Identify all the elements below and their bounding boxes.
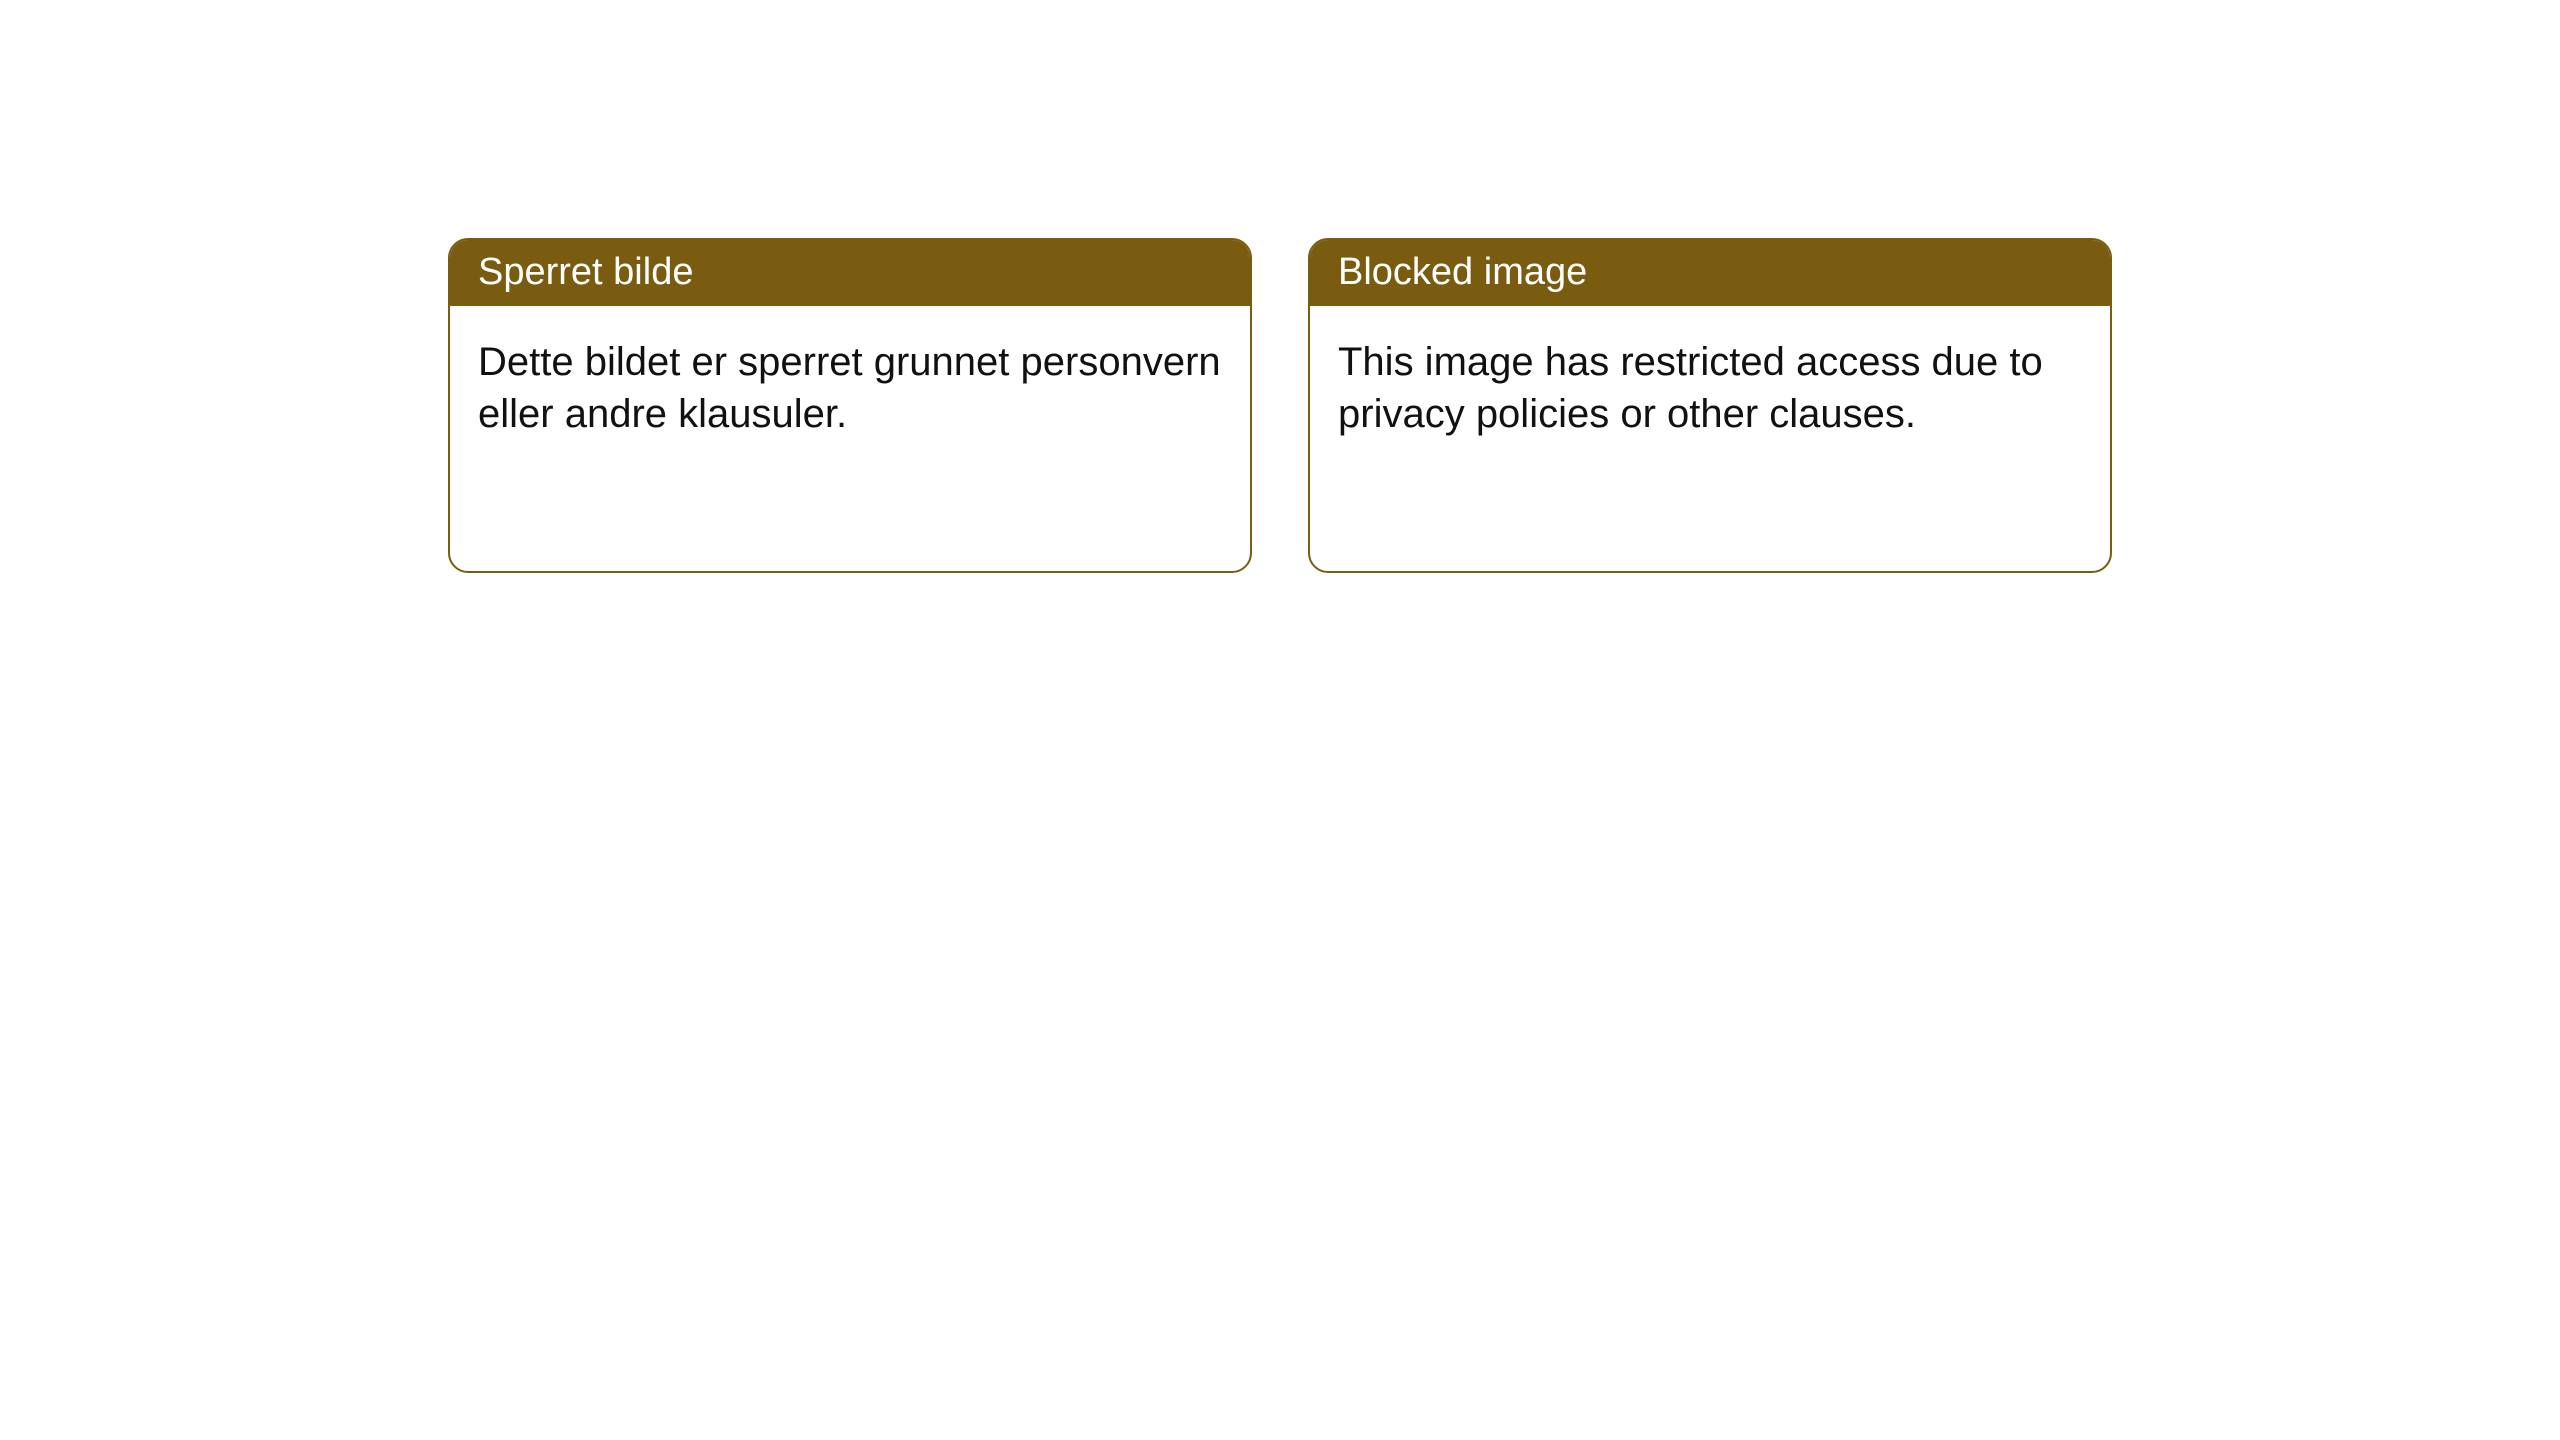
blocked-image-card-no: Sperret bilde Dette bildet er sperret gr… [448, 238, 1252, 573]
card-body: Dette bildet er sperret grunnet personve… [450, 306, 1250, 472]
notice-container: Sperret bilde Dette bildet er sperret gr… [448, 238, 2112, 573]
blocked-image-card-en: Blocked image This image has restricted … [1308, 238, 2112, 573]
card-body-text: This image has restricted access due to … [1338, 340, 2043, 437]
card-header: Sperret bilde [450, 240, 1250, 306]
card-body: This image has restricted access due to … [1310, 306, 2110, 472]
card-header: Blocked image [1310, 240, 2110, 306]
card-title: Sperret bilde [478, 251, 693, 293]
card-title: Blocked image [1338, 251, 1587, 293]
card-body-text: Dette bildet er sperret grunnet personve… [478, 340, 1221, 437]
